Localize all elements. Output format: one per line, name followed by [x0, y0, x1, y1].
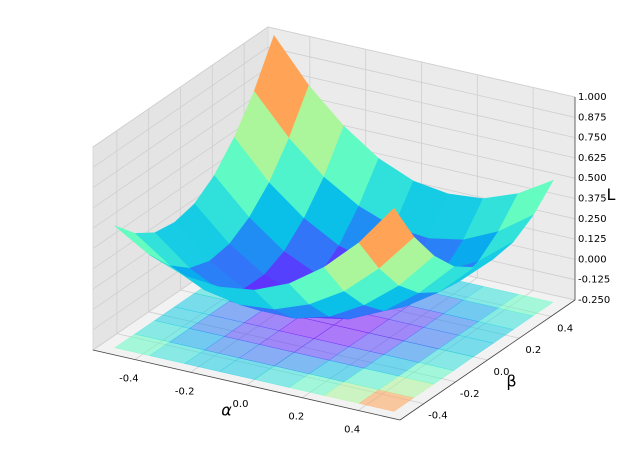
- y-tick-label: 0.2: [525, 345, 541, 356]
- x-tick-label: 0.2: [288, 412, 304, 423]
- surface-patch: [358, 207, 415, 269]
- y-tick-label: 0.0: [494, 367, 510, 378]
- z-tick-label: 0.625: [578, 153, 607, 164]
- grid-line: [267, 46, 576, 118]
- grid-line: [92, 26, 269, 148]
- z-tick-label: 0.500: [578, 173, 607, 184]
- z-tick-label: 0.875: [578, 112, 607, 123]
- y-tick-label: -0.4: [428, 411, 448, 422]
- surface: [114, 34, 554, 320]
- grid-line: [92, 46, 269, 168]
- grid-line: [92, 87, 269, 209]
- z-axis-title: L: [607, 185, 616, 204]
- y-tick-label: -0.2: [460, 389, 480, 400]
- x-tick-label: 0.0: [233, 399, 249, 410]
- z-tick-label: -0.125: [578, 275, 610, 286]
- z-tick-label: 0.125: [578, 234, 607, 245]
- x-tick-label: -0.2: [175, 386, 195, 397]
- x-tick-label: 0.4: [344, 424, 360, 435]
- axis-line: [92, 349, 401, 421]
- x-tick-label: -0.4: [119, 374, 139, 385]
- labels: -0.4 -0.2 0.0 0.2 0.4 -0.4 -0.2 0.0 0.2 0.4 -0.250…: [119, 92, 615, 435]
- z-tick-label: 0.375: [578, 194, 607, 205]
- grid-line: [267, 26, 576, 98]
- y-tick-label: 0.4: [557, 323, 573, 334]
- z-tick-label: 0.000: [578, 254, 607, 265]
- grid-line: [92, 67, 269, 188]
- axis-line: [399, 299, 576, 421]
- grid-line: [267, 67, 576, 138]
- z-tick-label: -0.250: [578, 295, 610, 306]
- x-axis-title: α: [221, 401, 232, 420]
- contour-cell: [497, 294, 554, 317]
- z-tick-label: 1.000: [578, 92, 607, 103]
- axes: [92, 97, 576, 421]
- y-axis-title: β: [506, 372, 516, 391]
- z-tick-label: 0.250: [578, 214, 607, 225]
- z-tick-label: 0.750: [578, 133, 607, 144]
